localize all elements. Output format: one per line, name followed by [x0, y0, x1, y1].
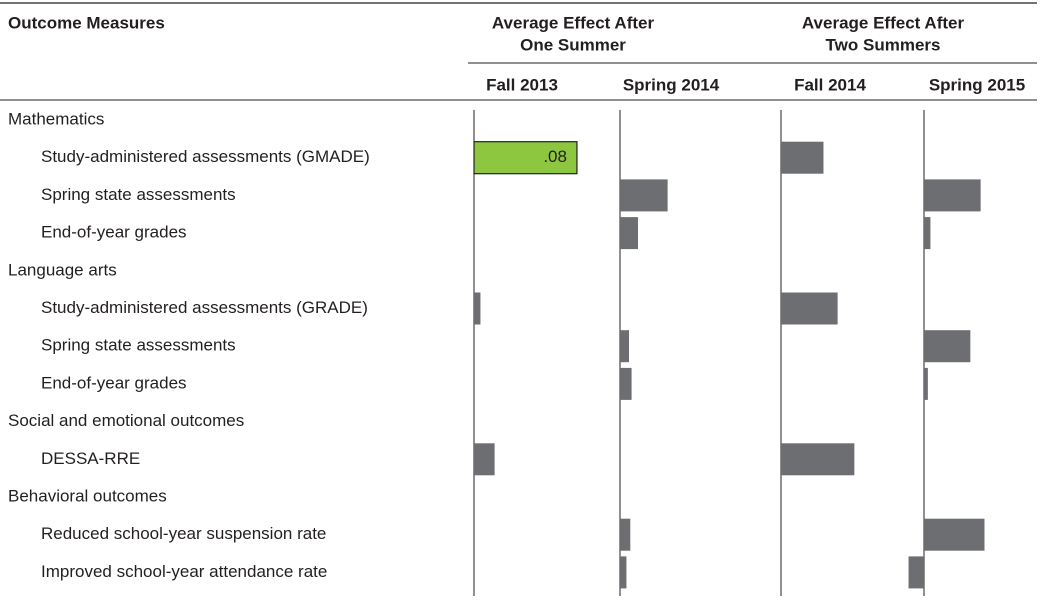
bar	[908, 556, 924, 589]
bar	[620, 367, 632, 400]
group-header: Average Effect After	[802, 13, 965, 32]
group-header: One Summer	[520, 35, 626, 54]
bar	[620, 330, 630, 363]
row-label: Reduced school-year suspension rate	[41, 524, 326, 543]
bar	[924, 367, 928, 400]
bar	[620, 518, 631, 551]
bar	[781, 443, 855, 476]
bar	[781, 141, 824, 174]
row-label: End-of-year grades	[41, 223, 187, 242]
bar	[924, 330, 971, 363]
column-header: Fall 2013	[486, 75, 558, 94]
bar	[924, 217, 931, 250]
section-label: Behavioral outcomes	[8, 486, 167, 505]
bar	[620, 179, 668, 212]
bar	[620, 217, 639, 250]
bar	[620, 556, 627, 589]
group-header: Two Summers	[826, 35, 941, 54]
bar	[473, 141, 578, 175]
column-header: Spring 2015	[929, 75, 1025, 94]
row-label: Study-administered assessments (GMADE)	[41, 147, 370, 166]
row-label: Study-administered assessments (GRADE)	[41, 298, 368, 317]
bar	[924, 518, 985, 551]
row-label: Improved school-year attendance rate	[41, 562, 327, 581]
section-label: Mathematics	[8, 109, 104, 128]
value-label: .08	[543, 147, 567, 166]
column-header: Fall 2014	[794, 75, 866, 94]
row-label: Spring state assessments	[41, 185, 236, 204]
bar	[474, 443, 495, 476]
stub-header: Outcome Measures	[8, 13, 165, 32]
section-label: Language arts	[8, 260, 117, 279]
group-header: Average Effect After	[492, 13, 655, 32]
bar	[781, 292, 838, 325]
column-header: Spring 2014	[623, 75, 720, 94]
bar	[474, 292, 481, 325]
row-label: End-of-year grades	[41, 373, 187, 392]
section-label: Social and emotional outcomes	[8, 411, 244, 430]
row-label: DESSA-RRE	[41, 449, 140, 468]
bar	[924, 179, 981, 212]
row-label: Spring state assessments	[41, 336, 236, 355]
